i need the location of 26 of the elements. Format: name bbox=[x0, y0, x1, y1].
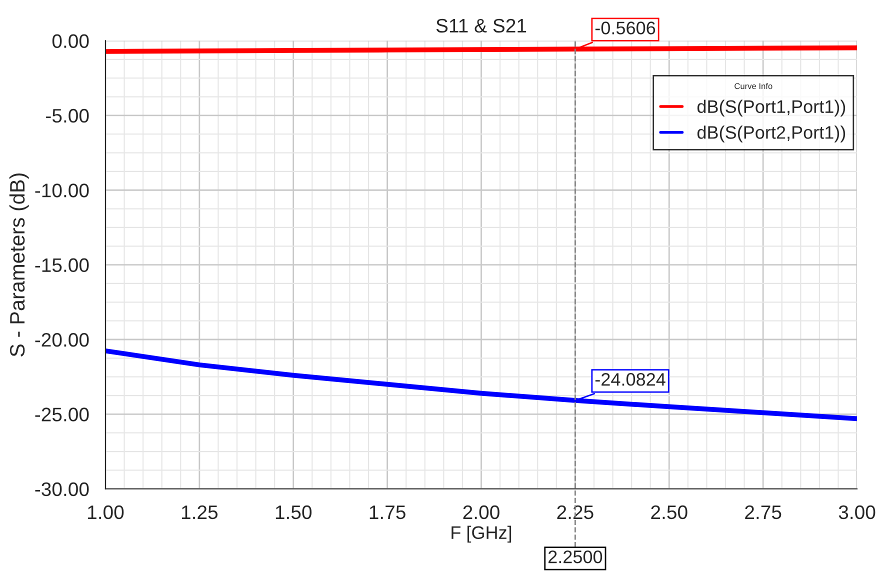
ref-line-label: 2.2500 bbox=[548, 550, 602, 564]
annotation: -24.0824 bbox=[595, 373, 666, 386]
x-axis-title: F [GHz] bbox=[452, 526, 512, 543]
legend-label: dB(S(Port2,Port1)) bbox=[697, 126, 846, 142]
annotation: -0.5606 bbox=[595, 22, 656, 34]
line-series bbox=[105, 348, 858, 422]
x-tick-label: 1.00 bbox=[88, 505, 124, 520]
y-tick-label: 0.00 bbox=[52, 34, 89, 48]
y-tick-label: -15.00 bbox=[35, 258, 89, 272]
x-tick-label: 3.00 bbox=[838, 505, 876, 520]
y-tick-label: -30.00 bbox=[35, 482, 89, 496]
x-tick-label: 1.25 bbox=[182, 505, 218, 520]
legend-title: Curve Info bbox=[734, 82, 772, 90]
y-axis-title: S - Parameters (dB) bbox=[9, 173, 29, 356]
y-tick-label: -5.00 bbox=[46, 108, 89, 123]
x-tick-label: 1.50 bbox=[276, 505, 312, 520]
chart-title: S11 & S21 bbox=[436, 18, 526, 33]
x-tick-label: 2.25 bbox=[557, 505, 594, 520]
y-tick-label: -10.00 bbox=[35, 184, 89, 198]
x-tick-label: 2.75 bbox=[745, 505, 782, 520]
y-tick-label: -25.00 bbox=[35, 408, 89, 422]
x-tick-label: 2.50 bbox=[651, 505, 688, 520]
y-tick-label: -20.00 bbox=[35, 332, 89, 347]
x-tick-label: 2.00 bbox=[463, 505, 500, 520]
legend-label: dB(S(Port1,Port1)) bbox=[697, 100, 846, 117]
x-tick-label: 1.75 bbox=[370, 506, 406, 520]
